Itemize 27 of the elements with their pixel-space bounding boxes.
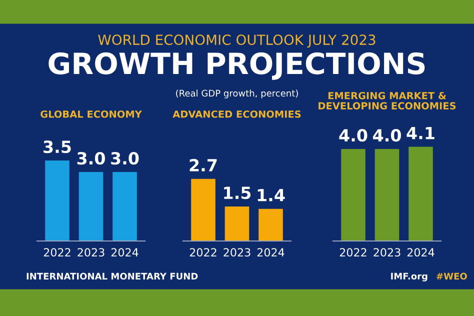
data-label: 3.0 xyxy=(111,152,139,165)
data-label: 3.5 xyxy=(44,140,71,154)
x-tick-label: 2024 xyxy=(407,248,434,257)
data-label: 2.7 xyxy=(190,158,217,172)
x-tick-label: 2023 xyxy=(78,248,104,257)
data-label: 1.4 xyxy=(258,189,285,202)
data-label: 4.0 xyxy=(372,129,401,142)
text: INTERNATIONAL MONETARY FUND xyxy=(26,272,198,280)
x-tick-label: 2023 xyxy=(374,248,400,257)
text: WORLD ECONOMIC OUTLOOK JULY 2023 xyxy=(98,34,376,48)
x-tick-label: 2023 xyxy=(224,248,250,257)
text: (Real GDP growth, percent) xyxy=(176,90,298,98)
chart-title: ADVANCED ECONOMIES xyxy=(172,110,301,118)
data-label: 4.1 xyxy=(406,126,434,140)
data-label: 1.5 xyxy=(224,186,251,200)
x-tick-label: 2022 xyxy=(190,248,216,257)
text: GROWTH PROJECTIONS xyxy=(48,52,425,80)
data-label: 3.0 xyxy=(77,152,105,165)
text: #WEO xyxy=(436,272,467,280)
data-label: 4.0 xyxy=(339,129,368,142)
x-tick-label: 2022 xyxy=(340,248,366,257)
chart-title: GLOBAL ECONOMY xyxy=(40,110,142,118)
x-tick-label: 2024 xyxy=(257,248,284,257)
x-tick-label: 2024 xyxy=(111,248,138,257)
chart-title: EMERGING MARKET & DEVELOPING ECONOMIES xyxy=(318,92,456,110)
text: IMF.org xyxy=(391,272,428,282)
x-tick-label: 2022 xyxy=(44,248,70,257)
